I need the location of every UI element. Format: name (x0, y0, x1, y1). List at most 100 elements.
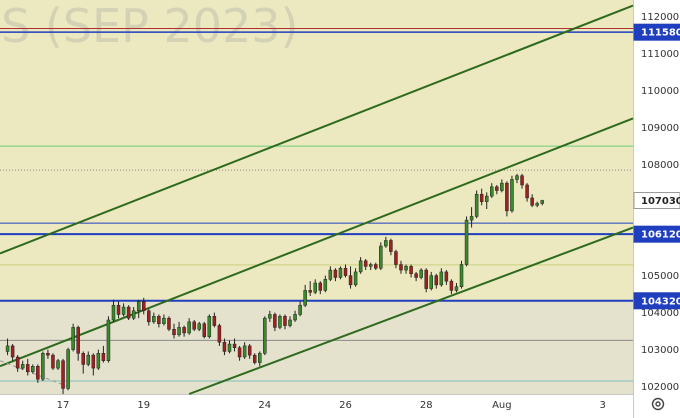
candle-down (182, 327, 186, 334)
candle-down (141, 301, 146, 312)
candle-up (136, 301, 141, 312)
candle-down (36, 366, 40, 380)
candle-down (61, 360, 65, 389)
candle-up (303, 290, 307, 306)
candle-up (162, 317, 166, 324)
candle-down (389, 240, 393, 252)
candle-down (273, 314, 277, 328)
candle-up (490, 186, 494, 197)
time-tick-label: 19 (137, 400, 150, 411)
price-tick-label: 108000 (641, 160, 679, 171)
candle-down (81, 353, 85, 365)
candle-down (530, 197, 534, 206)
time-tick-label: 26 (339, 400, 352, 411)
price-badge-label: 107030 (641, 196, 680, 207)
chart-settings-button[interactable] (647, 394, 669, 414)
candle-down (25, 364, 30, 373)
symbol-watermark: ES (SEP 2023) (0, 0, 298, 53)
candle-up (5, 345, 10, 352)
candle-up (429, 275, 433, 289)
candle-up (258, 353, 262, 363)
candle-up (41, 353, 45, 380)
candle-down (343, 267, 348, 276)
candle-up (368, 264, 373, 267)
trend-line (188, 226, 634, 395)
time-tick-label: 17 (57, 400, 70, 411)
candle-up (31, 366, 35, 373)
candle-up (540, 200, 544, 204)
candle-up (66, 349, 70, 389)
candle-up (384, 240, 388, 247)
candle-down (91, 354, 96, 369)
lower-price-zone (0, 300, 633, 394)
candle-up (96, 353, 101, 369)
price-badge (633, 192, 680, 210)
candle-down (116, 304, 121, 315)
level-lines (0, 27, 633, 382)
candle-down (308, 290, 312, 293)
candle-up (419, 269, 423, 278)
candle-down (414, 273, 418, 278)
candle-down (212, 316, 217, 326)
candle-up (469, 216, 474, 221)
candle-up (121, 306, 126, 315)
candle-down (283, 316, 287, 326)
candle-down (505, 182, 509, 212)
candle-up (459, 264, 464, 287)
candle-down (157, 316, 161, 324)
candle-up (298, 304, 302, 315)
time-tick-label: Aug (492, 400, 512, 411)
candle-down (192, 321, 196, 330)
candle-up (484, 195, 489, 202)
price-badge (633, 23, 680, 41)
candle-up (106, 319, 111, 361)
candle-up (535, 203, 539, 206)
candle-up (268, 314, 272, 319)
candle-up (242, 345, 247, 358)
candle-up (323, 279, 328, 291)
candle-down (126, 306, 131, 319)
candle-up (131, 310, 136, 319)
candle-down (15, 356, 20, 369)
candle-up (111, 304, 116, 321)
candle-up (20, 364, 25, 369)
candle-up (439, 271, 444, 286)
candle-down (202, 323, 207, 337)
candle-up (404, 266, 408, 271)
candle-up (510, 179, 514, 212)
candle-down (409, 266, 413, 275)
price-tick-label: 104000 (641, 308, 679, 319)
candle-up (177, 327, 181, 336)
projection-line (0, 360, 69, 388)
candle-down (444, 271, 449, 282)
candle-up (187, 321, 191, 334)
price-candles (5, 173, 544, 394)
price-tick-label: 109000 (641, 123, 679, 134)
candle-up (152, 316, 156, 323)
candle-up (207, 316, 212, 337)
price-tick-label: 103000 (641, 345, 679, 356)
price-tick-label: 112000 (641, 12, 679, 23)
candle-down (399, 264, 403, 271)
candle-down (348, 275, 353, 286)
candle-up (293, 314, 297, 321)
candle-down (333, 269, 338, 278)
candle-down (520, 175, 524, 186)
candle-down (252, 354, 257, 363)
candle-up (379, 245, 383, 269)
candle-down (374, 264, 378, 269)
candle-down (51, 354, 55, 369)
candle-down (101, 353, 106, 361)
candle-down (76, 327, 80, 354)
candle-up (474, 193, 479, 217)
candle-down (394, 251, 398, 265)
candle-up (263, 317, 267, 354)
candle-down (232, 343, 237, 349)
time-tick-label: 24 (258, 400, 271, 411)
price-badge (633, 225, 680, 243)
candle-up (71, 327, 75, 350)
price-badge (633, 292, 680, 310)
candle-up (358, 260, 363, 273)
price-tick-label: 110000 (641, 86, 679, 97)
